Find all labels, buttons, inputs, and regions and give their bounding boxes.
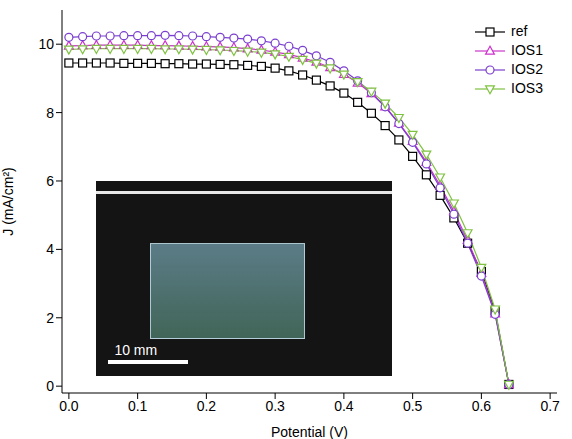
- svg-text:8: 8: [46, 105, 54, 121]
- svg-text:Potential (V): Potential (V): [271, 424, 348, 439]
- html-text:10 mm: 10 mm: [114, 341, 158, 358]
- svg-text:0.4: 0.4: [334, 398, 354, 414]
- html-text:ref: ref: [511, 23, 528, 39]
- svg-text:6: 6: [46, 173, 54, 189]
- svg-text:4: 4: [46, 241, 54, 257]
- svg-text:0.1: 0.1: [128, 398, 148, 414]
- svg-text:0.0: 0.0: [59, 398, 79, 414]
- svg-text:0: 0: [46, 378, 54, 394]
- svg-text:2: 2: [46, 310, 54, 326]
- svg-text:0.6: 0.6: [472, 398, 492, 414]
- svg-text:0.5: 0.5: [403, 398, 423, 414]
- html-text:IOS2: IOS2: [511, 61, 543, 77]
- svg-text:10: 10: [38, 36, 54, 52]
- svg-text:J (mA/cm²): J (mA/cm²): [0, 167, 16, 235]
- svg-text:0.7: 0.7: [540, 398, 560, 414]
- svg-text:0.3: 0.3: [265, 398, 285, 414]
- svg-text:0.2: 0.2: [197, 398, 217, 414]
- html-text:IOS1: IOS1: [511, 42, 543, 58]
- html-text:IOS3: IOS3: [511, 80, 543, 96]
